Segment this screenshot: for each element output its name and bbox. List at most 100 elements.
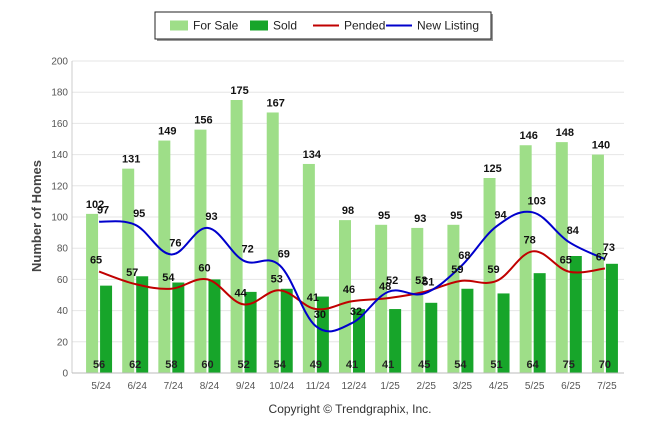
x-tick-label: 7/25 [597,381,617,392]
y-tick-label: 140 [51,150,68,161]
for-sale-value-label: 134 [303,149,322,161]
sold-bar [172,282,185,373]
y-tick-label: 60 [57,275,69,286]
for-sale-value-label: 175 [230,85,248,97]
for-sale-value-label: 146 [519,130,537,142]
sold-value-label: 54 [454,359,467,371]
for-sale-value-label: 156 [194,115,212,127]
y-tick-label: 120 [51,181,68,192]
pended-value-label: 60 [198,262,210,274]
new-listing-value-label: 69 [278,248,290,260]
sold-bar [136,276,149,373]
x-tick-label: 6/25 [561,381,581,392]
legend-label: Pended [344,19,385,33]
new-listing-value-label: 93 [205,211,217,223]
copyright-text: Copyright © Trendgraphix, Inc. [269,402,432,416]
x-tick-label: 7/24 [164,381,184,392]
new-listing-line [98,210,606,333]
for-sale-value-label: 93 [414,213,426,225]
sold-value-label: 62 [129,359,141,371]
labels: 102 56 131 62 149 58 156 60 175 52 167 54 134 49 98 41 9… [86,85,615,371]
for-sale-value-label: 149 [158,126,176,138]
pended-value-label: 67 [596,251,608,263]
pended-line [98,250,606,311]
for-sale-value-label: 140 [592,140,610,152]
pended-value-label: 65 [560,255,572,267]
pended-value-label: 53 [271,273,283,285]
x-tick-label: 5/24 [91,381,111,392]
sold-value-label: 41 [382,359,394,371]
sold-bar [497,293,510,373]
sold-bar [569,256,582,373]
for-sale-bar [483,178,496,373]
for-sale-bar [339,220,351,373]
for-sale-value-label: 125 [483,163,501,175]
y-axis-label: Number of Homes [29,160,44,272]
sold-value-label: 75 [563,359,575,371]
x-tick-label: 1/25 [380,381,400,392]
for-sale-bar [122,168,135,373]
pended-value-label: 78 [524,234,536,246]
sold-value-label: 52 [237,359,249,371]
for-sale-value-label: 131 [122,154,140,166]
for-sale-bar [194,129,207,373]
legend-swatch [170,20,188,31]
y-tick-label: 100 [51,213,68,224]
new-listing-value-label: 32 [350,306,362,318]
x-tick-label: 3/25 [453,381,473,392]
new-listing-value-label: 97 [97,205,109,217]
sold-bar [353,309,365,373]
sold-bar [316,296,329,373]
new-listing-value-label: 94 [494,209,507,221]
x-tick-label: 5/25 [525,381,545,392]
for-sale-bar [447,224,460,373]
sold-bar [244,291,257,373]
new-listing-value-label: 95 [133,208,145,220]
legend: For Sale Sold Pended New Listing [154,11,493,41]
sold-bar [100,285,113,373]
new-listing-value-label: 68 [458,250,470,262]
for-sale-bar [411,227,424,373]
bars [86,100,618,373]
new-listing-value-label: 103 [527,195,545,207]
sold-bar [533,273,546,373]
new-listing-value-label: 73 [603,242,615,254]
for-sale-bar [86,213,99,373]
sold-value-label: 49 [310,359,322,371]
y-tick-label: 160 [51,119,68,130]
sold-value-label: 64 [527,359,540,371]
pended-value-label: 57 [126,267,138,279]
legend-label: New Listing [417,19,479,33]
legend-swatch [250,20,268,31]
for-sale-bar [302,163,315,373]
pended-value-label: 44 [234,287,247,299]
pended-value-label: 41 [307,292,319,304]
x-tick-label: 10/24 [269,381,294,392]
pended-value-label: 52 [415,275,427,287]
for-sale-value-label: 167 [267,97,285,109]
new-listing-value-label: 84 [567,225,580,237]
new-listing-value-label: 30 [314,309,326,321]
sold-value-label: 45 [418,359,430,371]
sold-value-label: 56 [93,359,105,371]
new-listing-value-label: 52 [386,275,398,287]
sold-value-label: 60 [201,359,213,371]
x-tick-label: 11/24 [306,381,331,392]
for-sale-bar [158,140,171,373]
pended-value-label: 54 [162,272,175,284]
pended-value-label: 65 [90,255,102,267]
for-sale-value-label: 102 [86,199,104,211]
sold-bar [605,263,618,373]
new-listing-value-label: 72 [241,244,253,256]
sold-bar [389,309,402,373]
x-tick-label: 8/24 [200,381,220,392]
for-sale-bar [591,154,604,373]
sold-value-label: 41 [346,359,358,371]
legend-label: Sold [273,19,297,33]
sold-value-label: 70 [599,359,611,371]
x-tick-label: 4/25 [489,381,509,392]
x-tick-label: 6/24 [127,381,147,392]
y-tick-label: 40 [57,306,69,317]
for-sale-bar [266,112,279,373]
sold-bar [280,288,293,373]
